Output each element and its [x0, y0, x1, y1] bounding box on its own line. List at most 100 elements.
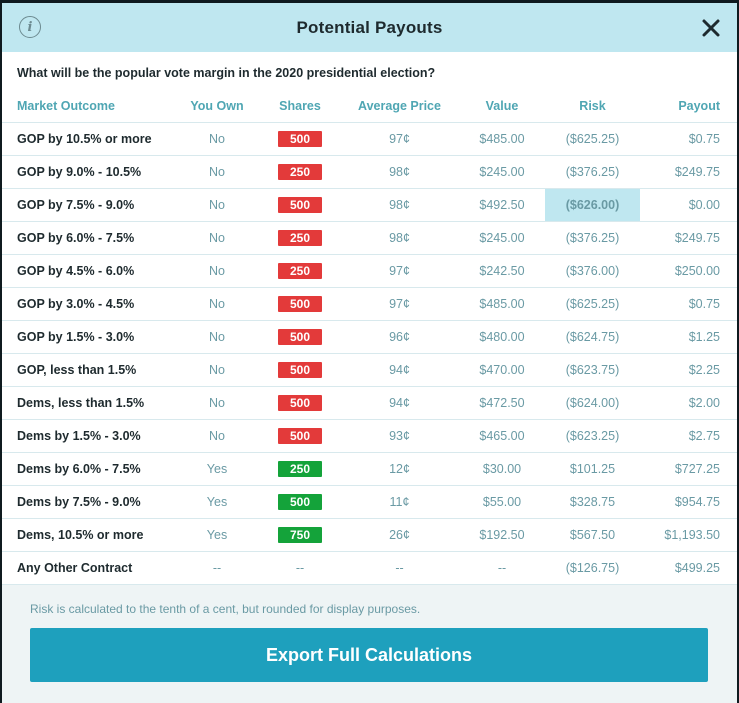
payout-cell: $2.75 — [640, 419, 737, 453]
payout-cell: $0.75 — [640, 122, 737, 156]
average-price-cell: 94¢ — [340, 353, 459, 387]
shares-cell: 500 — [260, 386, 340, 420]
table-row: GOP by 3.0% - 4.5% No 500 97¢ $485.00 ($625.2… — [2, 287, 737, 321]
risk-cell: ($623.75) — [545, 353, 640, 387]
column-header: You Own — [174, 89, 260, 123]
export-button[interactable]: Export Full Calculations — [30, 628, 708, 682]
table-row: Dems, less than 1.5% No 500 94¢ $472.50 ($624… — [2, 386, 737, 420]
value-cell: $465.00 — [459, 419, 545, 453]
shares-badge: 250 — [278, 164, 322, 180]
table-row: GOP by 10.5% or more No 500 97¢ $485.00 ($625… — [2, 122, 737, 156]
shares-cell: 250 — [260, 155, 340, 189]
you-own-cell: No — [174, 287, 260, 321]
column-header: Average Price — [340, 89, 459, 123]
modal-title: Potential Payouts — [296, 17, 443, 37]
value-cell: $245.00 — [459, 155, 545, 189]
outcome-cell: GOP by 1.5% - 3.0% — [2, 320, 174, 354]
column-header: Shares — [260, 89, 340, 123]
average-price-cell: 97¢ — [340, 122, 459, 156]
value-cell: $192.50 — [459, 518, 545, 552]
outcome-cell: Dems by 7.5% - 9.0% — [2, 485, 174, 519]
average-price-cell: 96¢ — [340, 320, 459, 354]
payouts-table: Market Outcome You Own Shares Average Pr… — [2, 89, 737, 585]
average-price-cell: 12¢ — [340, 452, 459, 486]
outcome-cell: Dems by 1.5% - 3.0% — [2, 419, 174, 453]
outcome-cell: GOP by 4.5% - 6.0% — [2, 254, 174, 288]
table-row: GOP by 1.5% - 3.0% No 500 96¢ $480.00 ($624.7… — [2, 320, 737, 354]
risk-cell: ($376.25) — [545, 221, 640, 255]
table-row: Dems by 1.5% - 3.0% No 500 93¢ $465.00 ($623.… — [2, 419, 737, 453]
shares-badge: 500 — [278, 131, 322, 147]
outcome-cell: Dems by 6.0% - 7.5% — [2, 452, 174, 486]
shares-cell: 500 — [260, 287, 340, 321]
you-own-cell: Yes — [174, 485, 260, 519]
column-header: Risk — [545, 89, 640, 123]
you-own-cell: No — [174, 386, 260, 420]
you-own-cell: -- — [174, 551, 260, 585]
you-own-cell: No — [174, 155, 260, 189]
average-price-cell: 98¢ — [340, 188, 459, 222]
payout-cell: $250.00 — [640, 254, 737, 288]
value-cell: $245.00 — [459, 221, 545, 255]
you-own-cell: No — [174, 419, 260, 453]
table-row: Dems by 7.5% - 9.0% Yes 500 11¢ $55.00 $328.7… — [2, 485, 737, 519]
value-cell: $242.50 — [459, 254, 545, 288]
table-row: Any Other Contract -- -- -- -- ($126.75) $499.… — [2, 551, 737, 585]
shares-cell: 500 — [260, 353, 340, 387]
value-cell: $480.00 — [459, 320, 545, 354]
table-row: GOP by 9.0% - 10.5% No 250 98¢ $245.00 ($376.… — [2, 155, 737, 189]
outcome-cell: GOP by 9.0% - 10.5% — [2, 155, 174, 189]
payout-cell: $2.00 — [640, 386, 737, 420]
outcome-cell: GOP by 3.0% - 4.5% — [2, 287, 174, 321]
you-own-cell: Yes — [174, 452, 260, 486]
you-own-cell: No — [174, 122, 260, 156]
you-own-cell: Yes — [174, 518, 260, 552]
average-price-cell: 98¢ — [340, 221, 459, 255]
shares-badge: 750 — [278, 527, 322, 543]
average-price-cell: 94¢ — [340, 386, 459, 420]
column-header: Market Outcome — [2, 89, 174, 123]
average-price-cell: 93¢ — [340, 419, 459, 453]
shares-cell: 500 — [260, 419, 340, 453]
payout-cell: $1,193.50 — [640, 518, 737, 552]
risk-cell: $567.50 — [545, 518, 640, 552]
table-row: GOP by 4.5% - 6.0% No 250 97¢ $242.50 ($376.0… — [2, 254, 737, 288]
table-row: GOP by 6.0% - 7.5% No 250 98¢ $245.00 ($376.2… — [2, 221, 737, 255]
outcome-cell: GOP, less than 1.5% — [2, 353, 174, 387]
average-price-cell: 97¢ — [340, 287, 459, 321]
value-cell: $472.50 — [459, 386, 545, 420]
value-cell: $492.50 — [459, 188, 545, 222]
value-cell: $30.00 — [459, 452, 545, 486]
risk-cell: ($376.25) — [545, 155, 640, 189]
column-header: Payout — [640, 89, 737, 123]
shares-badge: 500 — [278, 329, 322, 345]
shares-cell: 250 — [260, 452, 340, 486]
average-price-cell: 98¢ — [340, 155, 459, 189]
shares-badge: 250 — [278, 230, 322, 246]
shares-cell: 750 — [260, 518, 340, 552]
table-row: GOP by 7.5% - 9.0% No 500 98¢ $492.50 ($626.0… — [2, 188, 737, 222]
table-header-row: Market Outcome You Own Shares Average Pr… — [2, 89, 737, 123]
column-header: Value — [459, 89, 545, 123]
outcome-cell: Dems, less than 1.5% — [2, 386, 174, 420]
payout-cell: $727.25 — [640, 452, 737, 486]
average-price-cell: 97¢ — [340, 254, 459, 288]
shares-cell: -- — [260, 551, 340, 585]
risk-cell: ($376.00) — [545, 254, 640, 288]
shares-badge: 500 — [278, 494, 322, 510]
info-icon[interactable]: i — [19, 16, 41, 38]
payout-cell: $499.25 — [640, 551, 737, 585]
modal-header: i Potential Payouts — [2, 3, 737, 52]
risk-cell: ($626.00) — [545, 188, 640, 222]
close-icon[interactable] — [701, 18, 721, 38]
shares-cell: 250 — [260, 221, 340, 255]
shares-cell: 500 — [260, 188, 340, 222]
shares-badge: 500 — [278, 296, 322, 312]
payout-cell: $249.75 — [640, 155, 737, 189]
risk-cell: ($625.25) — [545, 122, 640, 156]
shares-badge: 500 — [278, 395, 322, 411]
shares-badge: 250 — [278, 263, 322, 279]
you-own-cell: No — [174, 254, 260, 288]
table-row: Dems, 10.5% or more Yes 750 26¢ $192.50 $567.… — [2, 518, 737, 552]
table-row: Dems by 6.0% - 7.5% Yes 250 12¢ $30.00 $101.2… — [2, 452, 737, 486]
